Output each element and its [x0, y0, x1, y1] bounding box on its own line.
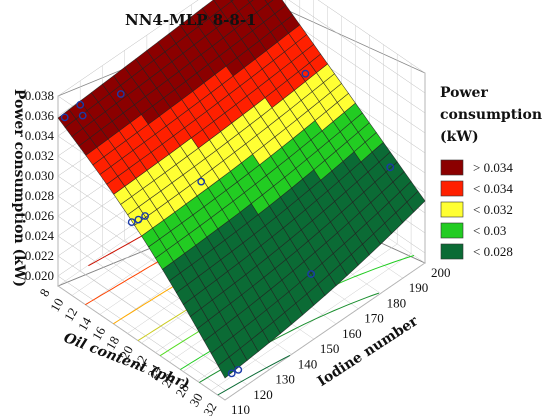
- z-tick-label-3: 0.032: [25, 148, 54, 163]
- y-tick-label-2: 130: [275, 372, 295, 387]
- data-point-8: [197, 177, 206, 186]
- legend-title-line-1: Power: [440, 85, 488, 101]
- y-tick-label-1: 120: [253, 387, 273, 402]
- y-tick-label-0: 110: [231, 402, 250, 416]
- legend-swatch-2: [440, 201, 464, 218]
- z-axis-label: Power consumption (kW): [11, 89, 27, 287]
- x-axis-label: Oil content (phr): [61, 330, 191, 393]
- chart-title: NN4-MLP 8-8-1: [125, 11, 257, 29]
- surface-patch: [247, 0, 254, 3]
- legend-swatch-0: [440, 159, 464, 176]
- legend-label-0: > 0.034: [473, 160, 513, 175]
- x-tick-label-2: 12: [61, 305, 80, 324]
- legend-label-2: < 0.032: [473, 202, 513, 217]
- y-tick-label-8: 190: [409, 280, 429, 295]
- surface-patch: [267, 0, 287, 15]
- y-tick-label-5: 160: [342, 326, 362, 341]
- x-tick-label-6: 20: [117, 343, 136, 362]
- y-tick-label-4: 150: [320, 341, 340, 356]
- data-point-1: [76, 100, 85, 109]
- x-tick-label-10: 28: [172, 381, 191, 400]
- data-point-9: [301, 69, 310, 78]
- data-point-7: [141, 212, 150, 220]
- data-point-10: [227, 369, 236, 378]
- observed-points: [60, 69, 395, 378]
- response-surface: [57, 0, 426, 379]
- data-point-12: [307, 270, 315, 278]
- z-tick-label-5: 0.028: [25, 188, 54, 203]
- y-tick-label-7: 180: [387, 295, 407, 310]
- surface-patch: [264, 0, 274, 5]
- x-tick-label-7: 22: [131, 353, 150, 372]
- x-tick-label-1: 10: [47, 296, 66, 315]
- z-tick-labels: 0.038 0.036 0.034 0.032 0.030 0.028 0.026 0.024…: [25, 88, 55, 283]
- data-point-2: [78, 111, 87, 120]
- legend-swatch-4: [440, 243, 464, 260]
- legend-swatch-1: [440, 180, 464, 197]
- legend-items: > 0.034 < 0.034 < 0.032 < 0.03 < 0.028: [440, 159, 513, 260]
- z-tick-label-8: 0.022: [25, 248, 54, 263]
- data-point-13: [386, 163, 395, 172]
- z-tick-label-9: 0.020: [25, 268, 54, 283]
- data-point-5: [127, 218, 136, 227]
- z-tick-label-1: 0.036: [25, 108, 55, 123]
- data-point-11: [234, 365, 243, 374]
- x-tick-label-5: 18: [103, 334, 122, 353]
- surface-patch: [230, 0, 234, 2]
- x-tick-label-11: 30: [186, 391, 205, 410]
- y-tick-label-9: 200: [431, 265, 451, 280]
- legend-label-1: < 0.034: [473, 181, 513, 196]
- y-tick-label-3: 140: [298, 356, 318, 371]
- x-tick-label-0: 8: [36, 286, 52, 299]
- legend-label-4: < 0.028: [473, 244, 513, 259]
- z-tick-label-4: 0.030: [25, 168, 54, 183]
- data-point-6: [134, 215, 143, 224]
- legend-title-line-3: (kW): [440, 129, 479, 145]
- legend-swatch-3: [440, 222, 464, 239]
- y-tick-label-6: 170: [364, 311, 384, 326]
- z-tick-label-7: 0.024: [25, 228, 55, 243]
- z-tick-label-2: 0.034: [25, 128, 55, 143]
- contour-line-0: [217, 354, 291, 396]
- legend-label-3: < 0.03: [473, 223, 506, 238]
- z-tick-label-6: 0.026: [25, 208, 55, 223]
- data-point-3: [116, 90, 125, 98]
- y-gridline-0: [57, 96, 226, 401]
- legend: Power consumption (kW) > 0.034 < 0.034 < 0…: [440, 85, 542, 260]
- data-point-0: [60, 113, 69, 122]
- z-tick-label-0: 0.038: [25, 88, 54, 103]
- legend-title-line-2: consumption: [440, 107, 542, 123]
